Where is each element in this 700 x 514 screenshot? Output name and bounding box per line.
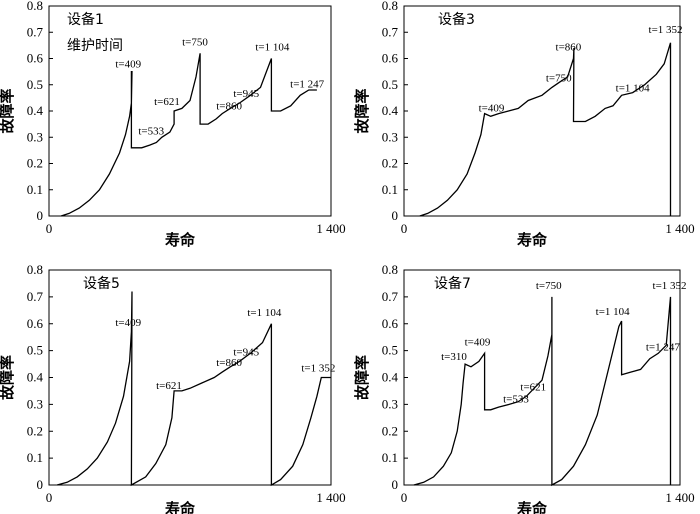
x-tick-label: 0 (46, 221, 53, 236)
y-tick-label: 0.5 (27, 343, 43, 358)
failure-rate-line (60, 53, 317, 217)
y-tick-label: 0.2 (27, 423, 43, 438)
y-axis-title: 故障率 (353, 355, 371, 400)
annotation-label: t=860 (216, 101, 242, 113)
y-tick-label: 0.4 (27, 370, 44, 385)
annotation-label: t=945 (233, 88, 259, 100)
y-tick-label: 0.5 (382, 343, 398, 358)
y-tick-label: 0 (37, 208, 44, 223)
x-axis-title: 寿命 (517, 500, 548, 514)
y-tick-label: 0.7 (27, 289, 44, 304)
x-tick-label: 1 400 (316, 490, 345, 505)
annotation-label: t=750 (536, 280, 562, 292)
annotation-label: t=310 (441, 351, 467, 363)
annotation-label: t=1 104 (255, 42, 290, 54)
y-tick-label: 0 (392, 477, 399, 492)
annotation-label: t=409 (479, 103, 505, 115)
annotation-label: t=533 (503, 393, 529, 405)
failure-rate-line (413, 296, 672, 487)
annotation-label: t=409 (115, 317, 141, 329)
x-tick-label: 1 400 (316, 221, 345, 236)
y-tick-label: 0.5 (382, 77, 398, 92)
y-tick-label: 0.3 (382, 396, 398, 411)
y-tick-label: 0.1 (27, 450, 43, 465)
y-axis-title: 故障率 (353, 88, 371, 133)
panel-title: 设备3 (438, 11, 475, 28)
x-axis-title: 寿命 (165, 500, 196, 514)
y-tick-label: 0.4 (27, 103, 44, 118)
y-tick-label: 0.6 (382, 316, 399, 331)
y-tick-label: 0.7 (382, 289, 399, 304)
x-tick-label: 1 400 (665, 490, 694, 505)
panel-title: 设备5 (83, 275, 120, 292)
annotation-label: t=1 352 (301, 363, 335, 375)
y-tick-label: 0.4 (382, 103, 399, 118)
annotation-label: t=1 104 (596, 306, 631, 318)
y-axis-title: 故障率 (0, 88, 16, 133)
x-tick-label: 0 (401, 221, 408, 236)
y-tick-label: 0.3 (27, 129, 43, 144)
failure-rate-line (56, 291, 331, 487)
y-tick-label: 0.8 (27, 0, 43, 13)
x-axis-title: 寿命 (517, 231, 548, 249)
y-tick-label: 0.5 (27, 77, 43, 92)
y-tick-label: 0.8 (382, 0, 398, 13)
annotation-label: t=621 (520, 381, 546, 393)
y-tick-label: 0.1 (382, 450, 398, 465)
y-tick-label: 0.7 (382, 24, 399, 39)
annotation-label: t=409 (115, 59, 141, 71)
x-tick-label: 0 (46, 490, 53, 505)
x-tick-label: 1 400 (665, 221, 694, 236)
y-tick-label: 0 (37, 477, 44, 492)
y-tick-label: 0.1 (382, 182, 398, 197)
y-tick-label: 0.6 (27, 316, 44, 331)
y-tick-label: 0.1 (27, 182, 43, 197)
y-tick-label: 0 (392, 208, 399, 223)
y-axis-title: 故障率 (0, 355, 16, 400)
plot-frame (48, 269, 332, 486)
annotation-label: t=621 (156, 380, 182, 392)
annotation-label: t=409 (465, 336, 491, 348)
failure-rate-line (419, 42, 672, 217)
panel-title: 设备1 (67, 11, 104, 28)
annotation-label: t=621 (154, 96, 180, 108)
annotation-label: t=1 104 (616, 82, 651, 94)
y-tick-label: 0.8 (382, 262, 398, 277)
annotation-label: t=750 (546, 72, 572, 84)
annotation-label: t=750 (182, 36, 208, 48)
annotation-label: t=533 (138, 126, 164, 138)
panel-subtitle: 维护时间 (67, 38, 123, 54)
annotation-label: t=860 (216, 357, 242, 369)
y-tick-label: 0.4 (382, 370, 399, 385)
panel-title: 设备7 (434, 275, 471, 292)
annotation-label: t=1 247 (290, 78, 325, 90)
x-axis-title: 寿命 (165, 231, 196, 249)
y-tick-label: 0.6 (27, 51, 44, 66)
plot-frame (403, 5, 681, 217)
annotation-label: t=860 (556, 42, 582, 54)
annotation-label: t=1 352 (653, 280, 687, 292)
annotation-label: t=945 (233, 346, 259, 358)
y-tick-label: 0.6 (382, 51, 399, 66)
y-tick-label: 0.7 (27, 24, 44, 39)
annotation-label: t=1 104 (247, 307, 282, 319)
annotation-label: t=1 247 (646, 342, 681, 354)
y-tick-label: 0.2 (382, 156, 398, 171)
annotation-label: t=1 352 (649, 24, 683, 36)
x-tick-label: 0 (401, 490, 408, 505)
y-tick-label: 0.2 (27, 156, 43, 171)
y-tick-label: 0.8 (27, 262, 43, 277)
y-tick-label: 0.3 (27, 396, 43, 411)
y-tick-label: 0.3 (382, 129, 398, 144)
y-tick-label: 0.2 (382, 423, 398, 438)
